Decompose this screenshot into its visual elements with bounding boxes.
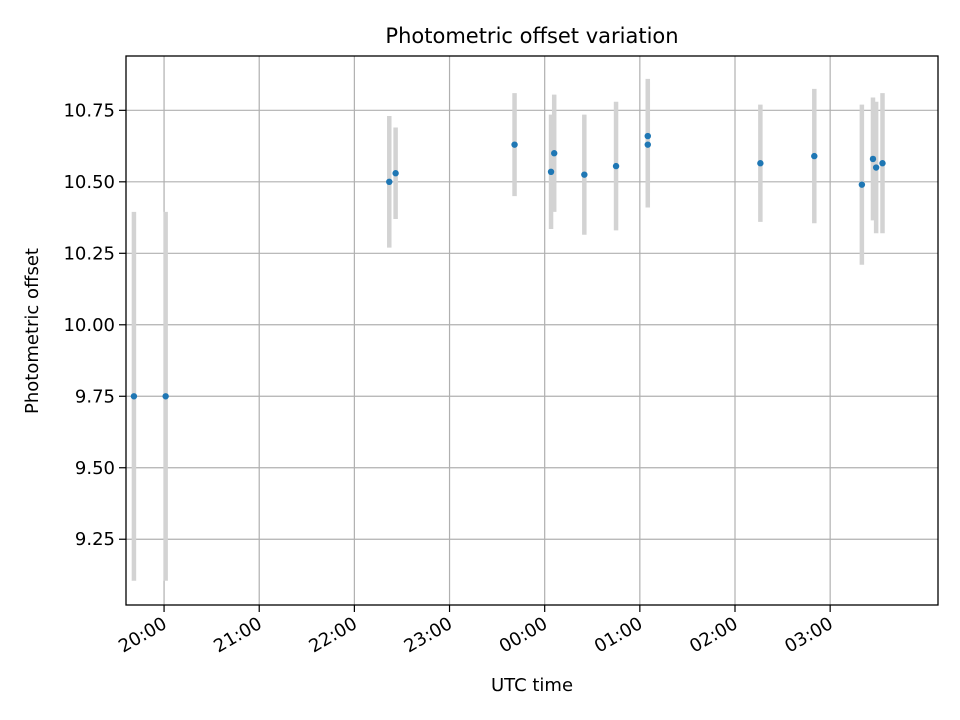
data-point: [858, 181, 866, 188]
data-point: [130, 393, 138, 400]
data-point: [879, 160, 886, 167]
x-axis-label: UTC time: [491, 675, 573, 696]
data-point: [757, 160, 764, 167]
y-tick-label: 10.50: [63, 172, 115, 193]
grid-lines: [126, 56, 938, 605]
data-point: [872, 164, 880, 171]
data-point: [811, 152, 818, 160]
data-point: [547, 168, 555, 176]
y-tick-label: 10.25: [63, 243, 115, 264]
data-point: [511, 141, 518, 148]
y-tick-label: 10.75: [63, 100, 115, 121]
data-point: [869, 155, 877, 163]
data-points: [130, 132, 886, 400]
data-point: [386, 178, 393, 186]
chart-title: Photometric offset variation: [385, 24, 678, 48]
data-point: [644, 141, 651, 148]
y-tick-label: 9.75: [75, 386, 115, 407]
data-point: [162, 393, 169, 400]
data-point: [581, 171, 588, 178]
plot-frame: [125, 55, 939, 606]
y-axis: 9.25 9.50 9.75 10.00 10.25 10.50 10.75: [63, 100, 126, 550]
data-point: [392, 170, 399, 177]
data-point: [644, 132, 651, 140]
y-tick-label: 9.25: [75, 529, 115, 550]
y-tick-label: 9.50: [75, 458, 115, 479]
data-point: [551, 150, 558, 157]
y-tick-label: 10.00: [63, 315, 115, 336]
y-axis-label: Photometric offset: [22, 248, 43, 414]
data-point: [612, 162, 620, 170]
